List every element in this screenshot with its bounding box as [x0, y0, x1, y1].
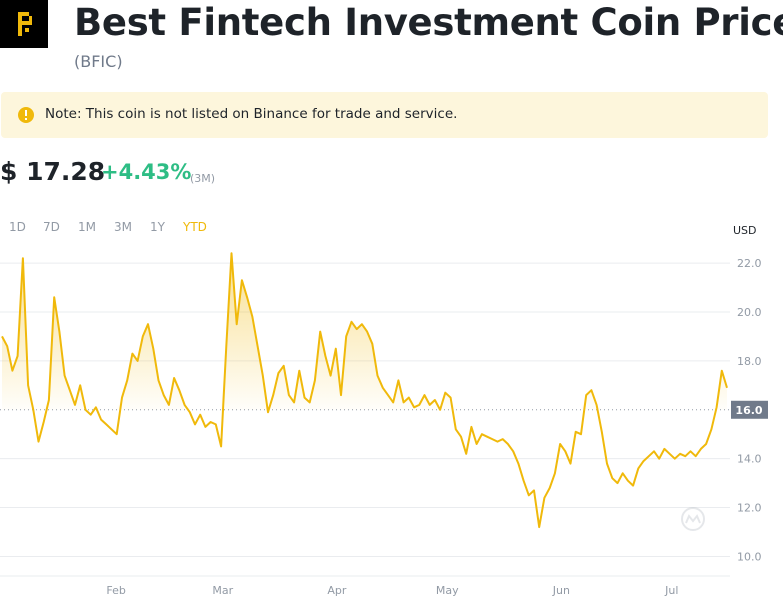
timeframe-1d[interactable]: 1D [9, 220, 26, 234]
notice-text: Note: This coin is not listed on Binance… [45, 106, 458, 122]
x-tick-label: Jun [552, 584, 570, 597]
timeframe-1y[interactable]: 1Y [150, 220, 165, 234]
page-title: Best Fintech Investment Coin Price [74, 1, 783, 44]
change-period: (3M) [190, 172, 216, 185]
current-price: $ 17.28 [0, 157, 106, 186]
bfic-logo-icon [18, 12, 32, 36]
watermark-icon [681, 507, 705, 531]
timeframe-3m[interactable]: 3M [114, 220, 132, 234]
x-tick-label: Mar [212, 584, 233, 597]
price-line [1, 252, 728, 529]
price-area [2, 253, 727, 410]
timeframe-ytd[interactable]: YTD [183, 220, 207, 234]
notice-banner: Note: This coin is not listed on Binance… [1, 92, 768, 138]
y-tick-label: 14.0 [737, 453, 762, 466]
y-tick-label: 12.0 [737, 502, 762, 515]
x-tick-label: Feb [106, 584, 125, 597]
coin-logo [0, 0, 48, 48]
current-value-tag [731, 400, 768, 419]
warning-icon [18, 107, 34, 123]
timeframe-7d[interactable]: 7D [43, 220, 60, 234]
price-change: +4.43% [101, 160, 192, 184]
currency-unit: USD [733, 224, 757, 237]
y-tick-label: 18.0 [737, 355, 762, 368]
y-tick-label: 22.0 [737, 257, 762, 270]
timeframe-1m[interactable]: 1M [78, 220, 96, 234]
y-tick-label: 20.0 [737, 306, 762, 319]
x-tick-label: Jul [664, 584, 678, 597]
y-tick-label: 10.0 [737, 550, 762, 563]
x-tick-label: May [436, 584, 459, 597]
price-chart[interactable]: 10.0 12.0 14.0 16.0 18.0 20.0 22.0 Feb Mar Apr Ma… [0, 240, 783, 603]
current-value-label: 16.0 [735, 404, 762, 417]
coin-symbol: (BFIC) [74, 52, 123, 71]
grid-lines [0, 262, 730, 557]
x-tick-label: Apr [327, 584, 347, 597]
